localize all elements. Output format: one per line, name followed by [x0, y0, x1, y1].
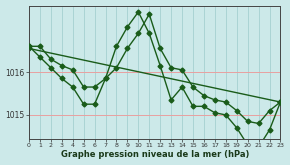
X-axis label: Graphe pression niveau de la mer (hPa): Graphe pression niveau de la mer (hPa) — [61, 150, 249, 159]
